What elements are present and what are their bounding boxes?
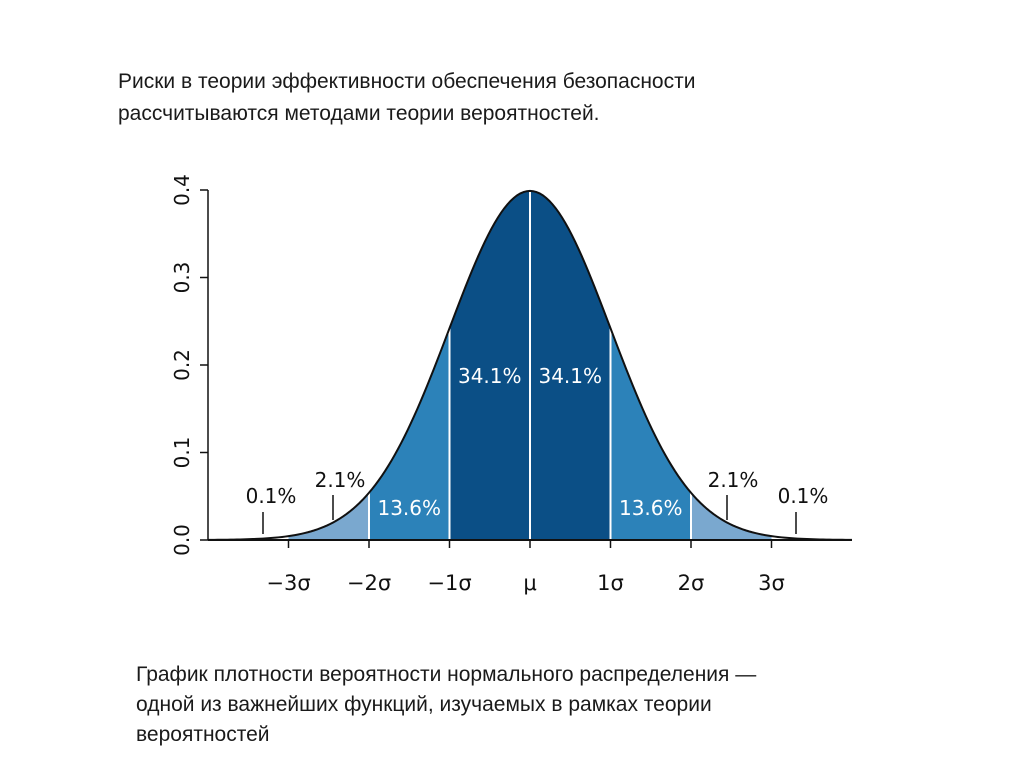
y-tick-label: 0.0	[170, 524, 194, 556]
y-tick-label: 0.3	[170, 262, 194, 294]
caption-line-3: вероятностей	[136, 723, 270, 746]
percent-label: 2.1%	[708, 468, 759, 492]
y-tick-label: 0.1	[170, 437, 194, 469]
x-tick-label: 1σ	[597, 571, 624, 595]
x-tick-label: −2σ	[347, 571, 391, 595]
x-tick-label: 2σ	[678, 571, 705, 595]
percent-label: 0.1%	[246, 484, 297, 508]
density-curve	[207, 189, 853, 541]
percent-label: 13.6%	[377, 496, 441, 520]
region-6	[691, 492, 772, 540]
intro-line-1: Риски в теории эффективности обеспечения…	[118, 70, 696, 93]
intro-text: Риски в теории эффективности обеспечения…	[118, 66, 878, 130]
x-tick-label: 3σ	[758, 571, 785, 595]
percent-label: 13.6%	[619, 496, 683, 520]
caption-text: График плотности вероятности нормального…	[136, 660, 916, 750]
x-tick-label: −1σ	[427, 571, 471, 595]
intro-line-2: рассчитываются методами теории вероятнос…	[118, 102, 600, 125]
x-tick-label: μ	[523, 571, 536, 595]
x-tick-label: −3σ	[266, 571, 310, 595]
y-tick-label: 0.4	[170, 174, 194, 206]
y-tick-label: 0.2	[170, 349, 194, 381]
caption-line-1: График плотности вероятности нормального…	[136, 663, 757, 686]
region-1	[288, 492, 369, 540]
percent-label: 0.1%	[778, 484, 829, 508]
caption-line-2: одной из важнейших функций, изучаемых в …	[136, 693, 712, 716]
percent-label: 2.1%	[315, 468, 366, 492]
percent-label: 34.1%	[538, 364, 602, 388]
percent-label: 34.1%	[458, 364, 522, 388]
